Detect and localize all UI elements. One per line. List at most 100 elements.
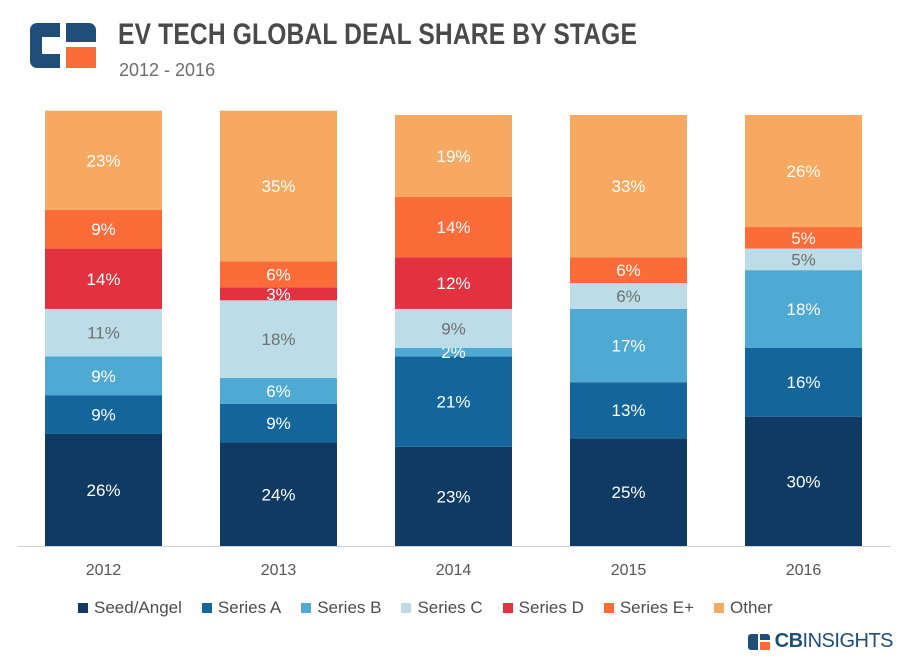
x-tick-label-2014: 2014 <box>436 562 472 579</box>
bar-segment-other-2013 <box>220 110 337 262</box>
bar-segment-series-b-2012 <box>45 356 162 396</box>
data-label-other-2016: 26% <box>786 162 820 181</box>
data-label-series-c-2013: 18% <box>261 330 295 349</box>
bar-segment-series-e--2012 <box>45 209 162 249</box>
bar-segment-series-a-2016 <box>745 347 862 417</box>
data-label-series-c-2014: 9% <box>441 319 466 338</box>
legend-item-series-a: Series A <box>201 598 282 618</box>
bar-segment-series-c-2012 <box>45 308 162 357</box>
x-tick-label-2013: 2013 <box>261 562 297 579</box>
bar-segment-seed-angel-2015 <box>570 438 687 546</box>
bar-segment-series-b-2015 <box>570 308 687 383</box>
brand-footer: CBINSIGHTS <box>747 630 894 653</box>
bar-segment-series-a-2012 <box>45 395 162 434</box>
legend-swatch <box>201 603 212 613</box>
legend-swatch <box>78 603 88 613</box>
legend-item-series-b: Series B <box>301 598 381 618</box>
data-label-series-e--2012: 9% <box>91 220 116 239</box>
bar-segment-series-c-2013 <box>220 300 337 378</box>
data-label-series-a-2012: 9% <box>91 406 116 425</box>
x-tick-label-2016: 2016 <box>786 562 822 579</box>
legend-label: Series A <box>217 598 282 617</box>
legend-item-series-c: Series C <box>401 598 483 618</box>
data-label-series-c-2016: 5% <box>791 250 816 269</box>
chart-legend: Seed/Angel Series A Series B Series C Series… <box>78 598 773 618</box>
data-label-series-e--2014: 14% <box>436 218 470 237</box>
x-tick-label-2015: 2015 <box>611 562 647 579</box>
bar-segment-series-d-2013 <box>220 287 337 301</box>
bar-segment-series-d-2012 <box>45 248 162 309</box>
legend-swatch <box>603 603 614 613</box>
data-label-other-2013: 35% <box>261 177 295 196</box>
bar-segment-series-b-2013 <box>220 377 337 404</box>
legend-swatch <box>301 603 312 613</box>
bar-segment-series-b-2016 <box>745 270 862 348</box>
bar-segment-series-e--2015 <box>570 257 687 284</box>
bar-segment-series-e--2013 <box>220 261 337 288</box>
bar-segment-series-e--2016 <box>745 227 862 249</box>
data-label-seed-angel-2012: 26% <box>86 481 120 500</box>
data-label-series-b-2013: 6% <box>266 382 291 401</box>
bar-segment-seed-angel-2014 <box>395 446 512 546</box>
data-label-series-e--2015: 6% <box>616 261 641 280</box>
legend-label: Seed/Angel <box>94 598 182 617</box>
bar-segment-series-a-2014 <box>395 356 512 447</box>
data-label-series-b-2014: 2% <box>441 343 466 362</box>
bar-segment-series-b-2014 <box>395 347 512 357</box>
legend-swatch <box>714 603 725 613</box>
bar-segment-series-a-2015 <box>570 382 687 439</box>
x-tick-label-2012: 2012 <box>86 562 122 579</box>
data-label-series-b-2015: 17% <box>611 337 645 356</box>
legend-label: Series D <box>518 598 584 617</box>
chart-title: EV TECH GLOBAL DEAL SHARE BY STAGE <box>118 18 638 51</box>
bar-segment-series-d-2014 <box>395 257 512 309</box>
data-label-series-e--2013: 6% <box>266 265 291 284</box>
legend-item-other: Other <box>714 598 773 618</box>
data-label-other-2015: 33% <box>611 177 645 196</box>
data-label-series-a-2016: 16% <box>786 373 820 392</box>
data-label-series-a-2014: 21% <box>436 393 470 412</box>
bar-segment-series-c-2015 <box>570 283 687 309</box>
data-label-series-d-2013: 3% <box>266 285 291 304</box>
bar-segment-series-e--2014 <box>395 196 512 258</box>
legend-swatch <box>401 603 412 613</box>
brand-wordmark: CBINSIGHTS <box>774 630 894 652</box>
data-label-other-2012: 23% <box>86 151 120 170</box>
legend-label: Series C <box>417 598 483 617</box>
data-label-series-a-2013: 9% <box>266 414 291 433</box>
cb-insights-logo-icon <box>30 23 96 68</box>
bar-segment-other-2014 <box>395 115 512 197</box>
legend-label: Other <box>730 598 773 617</box>
bar-segment-seed-angel-2013 <box>220 442 337 546</box>
data-label-seed-angel-2014: 23% <box>436 487 470 506</box>
data-label-seed-angel-2016: 30% <box>786 472 820 491</box>
data-label-seed-angel-2015: 25% <box>611 483 645 502</box>
legend-item-series-e-: Series E+ <box>603 598 695 618</box>
bar-segment-other-2015 <box>570 115 687 258</box>
chart-subtitle: 2012 - 2016 <box>119 60 216 80</box>
bar-segment-other-2012 <box>45 110 162 210</box>
bar-segment-seed-angel-2012 <box>45 433 162 546</box>
bar-segment-series-c-2016 <box>745 248 862 271</box>
data-label-series-c-2012: 11% <box>87 324 120 343</box>
data-label-seed-angel-2013: 24% <box>261 485 295 504</box>
bar-segment-series-a-2013 <box>220 403 337 443</box>
data-label-series-d-2014: 12% <box>436 274 470 293</box>
legend-label: Series B <box>317 598 382 617</box>
data-label-other-2014: 19% <box>436 147 470 166</box>
legend-item-seed-angel: Seed/Angel <box>78 598 182 618</box>
legend-swatch <box>502 603 513 613</box>
data-label-series-b-2012: 9% <box>91 367 116 386</box>
data-label-series-c-2015: 6% <box>616 287 641 306</box>
cb-brand-icon <box>747 633 770 650</box>
data-label-series-d-2012: 14% <box>86 270 120 289</box>
legend-item-series-d: Series D <box>502 598 584 618</box>
bar-segment-other-2016 <box>745 115 862 228</box>
data-label-series-b-2016: 18% <box>786 300 820 319</box>
bar-segment-seed-angel-2016 <box>745 416 862 546</box>
bar-segment-series-c-2014 <box>395 308 512 348</box>
data-label-series-a-2015: 13% <box>611 401 645 420</box>
legend-label: Series E+ <box>619 598 695 617</box>
data-label-series-e--2016: 5% <box>791 229 816 248</box>
